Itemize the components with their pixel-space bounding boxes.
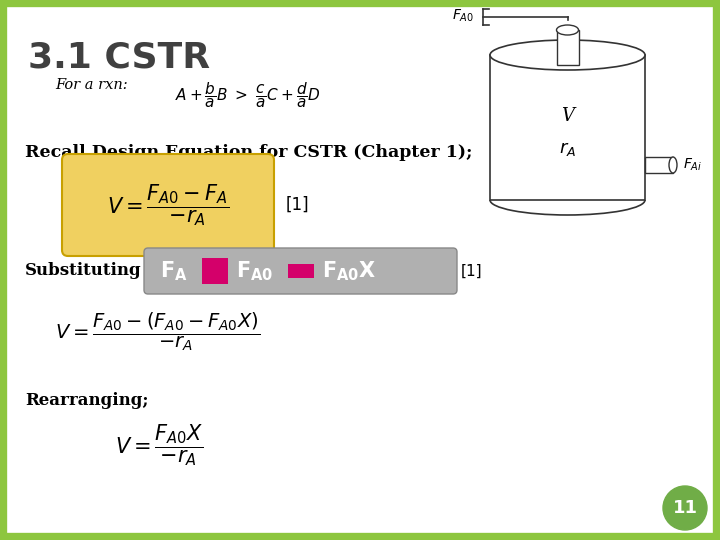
Text: $F_{Ai}$: $F_{Ai}$ [683, 157, 702, 173]
Bar [288, 264, 314, 278]
Bar [557, 30, 578, 65]
Ellipse shape [557, 25, 578, 35]
Ellipse shape [669, 157, 677, 173]
Bar [202, 258, 228, 284]
Text: [1]: [1] [286, 196, 310, 214]
Text: 11: 11 [672, 499, 698, 517]
Text: $V = \dfrac{F_{A0}X}{-r_A}$: $V = \dfrac{F_{A0}X}{-r_A}$ [115, 422, 204, 468]
Text: $\mathbf{F_{A0}X}$: $\mathbf{F_{A0}X}$ [322, 259, 377, 283]
Text: $r_A$: $r_A$ [559, 140, 576, 158]
Circle shape [663, 486, 707, 530]
Text: [1]: [1] [461, 264, 482, 279]
Text: $\mathbf{F_A}$: $\mathbf{F_A}$ [160, 259, 188, 283]
Text: Substituting: Substituting [25, 262, 142, 279]
Text: For a rxn:: For a rxn: [55, 78, 127, 92]
Bar [645, 157, 673, 173]
Text: $A + \dfrac{b}{a}B\ >\ \dfrac{c}{a}C + \dfrac{d}{a}D$: $A + \dfrac{b}{a}B\ >\ \dfrac{c}{a}C + \… [175, 80, 321, 110]
Text: $\mathbf{F_{A0}}$: $\mathbf{F_{A0}}$ [236, 259, 274, 283]
Bar [490, 55, 645, 200]
Text: V: V [561, 107, 574, 125]
FancyBboxPatch shape [62, 154, 274, 256]
Text: 3.1 CSTR: 3.1 CSTR [28, 40, 210, 74]
Text: $F_{A0}$: $F_{A0}$ [452, 8, 474, 24]
Ellipse shape [490, 40, 645, 70]
Text: $V = \dfrac{F_{A0} - \left(F_{A0} - F_{A0}X\right)}{-r_A}$: $V = \dfrac{F_{A0} - \left(F_{A0} - F_{A… [55, 310, 260, 353]
FancyBboxPatch shape [144, 248, 457, 294]
Text: Rearranging;: Rearranging; [25, 392, 148, 409]
Text: Recall Design Equation for CSTR (Chapter 1);: Recall Design Equation for CSTR (Chapter… [25, 144, 472, 161]
Text: $V = \dfrac{F_{A0} - F_A}{-r_A}$: $V = \dfrac{F_{A0} - F_A}{-r_A}$ [107, 182, 229, 228]
